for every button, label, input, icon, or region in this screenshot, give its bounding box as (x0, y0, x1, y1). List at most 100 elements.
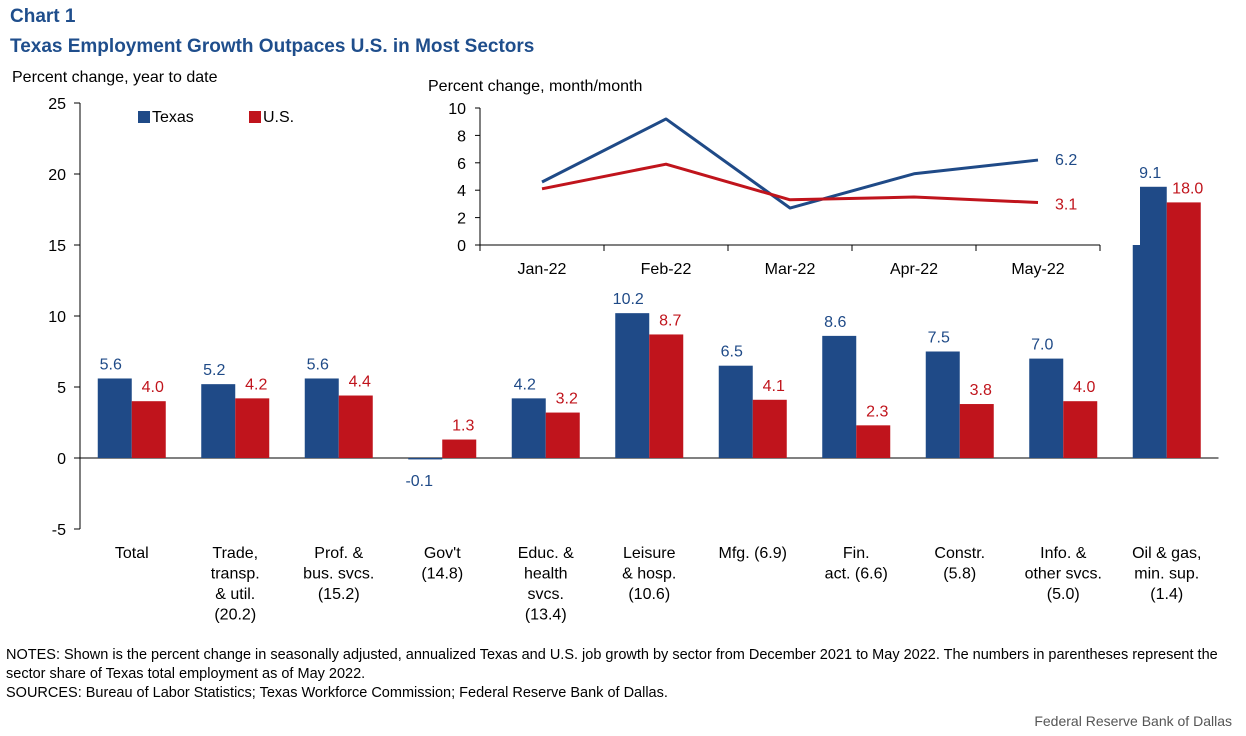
bar-us (442, 439, 477, 458)
data-label-texas: 6.5 (721, 344, 743, 361)
data-label-us: 4.1 (763, 378, 785, 395)
category-label: (14.8) (421, 566, 463, 583)
data-label-texas: 7.0 (1031, 337, 1053, 354)
sources-text: SOURCES: Bureau of Labor Statistics; Tex… (6, 685, 668, 701)
category-label: health (524, 566, 568, 583)
chart-label: Chart 1 (10, 6, 76, 27)
line-series-us (541, 162, 1039, 205)
data-label-texas: 8.6 (824, 314, 846, 331)
bar-us (752, 399, 787, 458)
category-label: Educ. & (518, 545, 574, 562)
bar-y-tick-label: 25 (48, 96, 66, 113)
data-label-us: 4.0 (1073, 379, 1095, 396)
line-y-tick-label: 4 (457, 183, 466, 200)
bar-y-tick-label: 20 (48, 167, 66, 184)
bar-texas (201, 384, 236, 458)
data-label-texas: 5.6 (100, 356, 122, 373)
bar-texas (615, 313, 650, 458)
data-label-us: 18.0 (1172, 180, 1203, 197)
inset-background (480, 103, 1140, 245)
category-label: Gov't (424, 545, 461, 562)
data-label-texas: 7.5 (928, 330, 950, 347)
category-label: other svcs. (1025, 566, 1102, 583)
data-label-us: 4.4 (349, 374, 371, 391)
bar-y-tick-label: 10 (48, 309, 66, 326)
bar-texas (1029, 358, 1064, 458)
category-label: transp. (211, 566, 260, 583)
category-label: (5.8) (943, 566, 976, 583)
bar-y-tick-label: 0 (57, 451, 66, 468)
bar-us (856, 425, 891, 458)
data-label-us: 3.2 (556, 391, 578, 408)
category-label: (5.0) (1047, 586, 1080, 603)
chart-area: Percent change, year to date-50510152025… (12, 69, 1219, 624)
line-y-tick-label: 6 (457, 156, 466, 173)
bar-texas (925, 351, 960, 458)
category-label: Prof. & (314, 545, 363, 562)
data-label-us: 4.2 (245, 376, 267, 393)
data-label-texas: -0.1 (405, 473, 433, 490)
category-label: (13.4) (525, 607, 567, 624)
legend-label-us: U.S. (263, 109, 294, 126)
category-label: (20.2) (214, 607, 256, 624)
category-label: Fin. (843, 545, 870, 562)
bar-us (235, 398, 270, 458)
category-label: min. sup. (1134, 566, 1199, 583)
category-label: (10.6) (628, 586, 670, 603)
bar-us (545, 412, 580, 458)
category-label: Constr. (934, 545, 985, 562)
line-x-tick-label: Jan-22 (518, 261, 567, 278)
legend-swatch-us (249, 111, 261, 123)
bar-texas (718, 365, 753, 458)
bar-texas (511, 398, 546, 458)
category-label: act. (6.6) (825, 566, 888, 583)
category-label: Oil & gas, (1132, 545, 1201, 562)
data-label-texas: 10.2 (613, 291, 644, 308)
line-y-tick-label: 8 (457, 128, 466, 145)
bar-y-tick-label: 15 (48, 238, 66, 255)
bar-us (649, 334, 684, 458)
category-label: (15.2) (318, 586, 360, 603)
category-label: & hosp. (622, 566, 676, 583)
data-label-us: 3.8 (970, 382, 992, 399)
line-series-texas (541, 117, 1039, 210)
line-x-tick-label: Feb-22 (641, 261, 692, 278)
data-label-texas: 5.2 (203, 362, 225, 379)
bar-y-axis-title: Percent change, year to date (12, 69, 218, 86)
line-x-tick-label: Apr-22 (890, 261, 938, 278)
bar-us (338, 395, 373, 458)
category-label: Mfg. (6.9) (719, 545, 787, 562)
category-label: svcs. (528, 586, 564, 603)
end-label-us: 3.1 (1055, 197, 1077, 214)
data-label-us: 1.3 (452, 418, 474, 435)
end-label-texas: 6.2 (1055, 152, 1077, 169)
category-label: Total (115, 545, 149, 562)
bar-us (1166, 202, 1201, 458)
line-x-tick-label: Mar-22 (765, 261, 816, 278)
bar-texas (408, 458, 443, 460)
category-label: (1.4) (1150, 586, 1183, 603)
bar-texas (304, 378, 339, 458)
data-label-us: 2.3 (866, 403, 888, 420)
footer-credit: Federal Reserve Bank of Dallas (1034, 713, 1232, 729)
legend-swatch-texas (138, 111, 150, 123)
data-label-us: 8.7 (659, 312, 681, 329)
line-y-tick-label: 10 (448, 101, 466, 118)
data-label-us: 4.0 (142, 379, 164, 396)
bar-y-tick-label: 5 (57, 380, 66, 397)
category-label: Trade, (212, 545, 258, 562)
bar-us (131, 401, 166, 458)
bar-us (1063, 401, 1098, 458)
line-y-tick-label: 2 (457, 211, 466, 228)
data-label-texas: 4.2 (514, 376, 536, 393)
line-y-tick-label: 0 (457, 238, 466, 255)
notes-block: NOTES: Shown is the percent change in se… (6, 646, 1236, 703)
chart-title: Texas Employment Growth Outpaces U.S. in… (10, 36, 535, 57)
line-x-tick-label: May-22 (1011, 261, 1064, 278)
legend-label-texas: Texas (152, 109, 194, 126)
bar-us (959, 404, 994, 458)
bar-texas (97, 378, 132, 458)
category-label: & util. (215, 586, 255, 603)
category-label: Info. & (1040, 545, 1087, 562)
line-y-axis-title: Percent change, month/month (428, 78, 642, 95)
